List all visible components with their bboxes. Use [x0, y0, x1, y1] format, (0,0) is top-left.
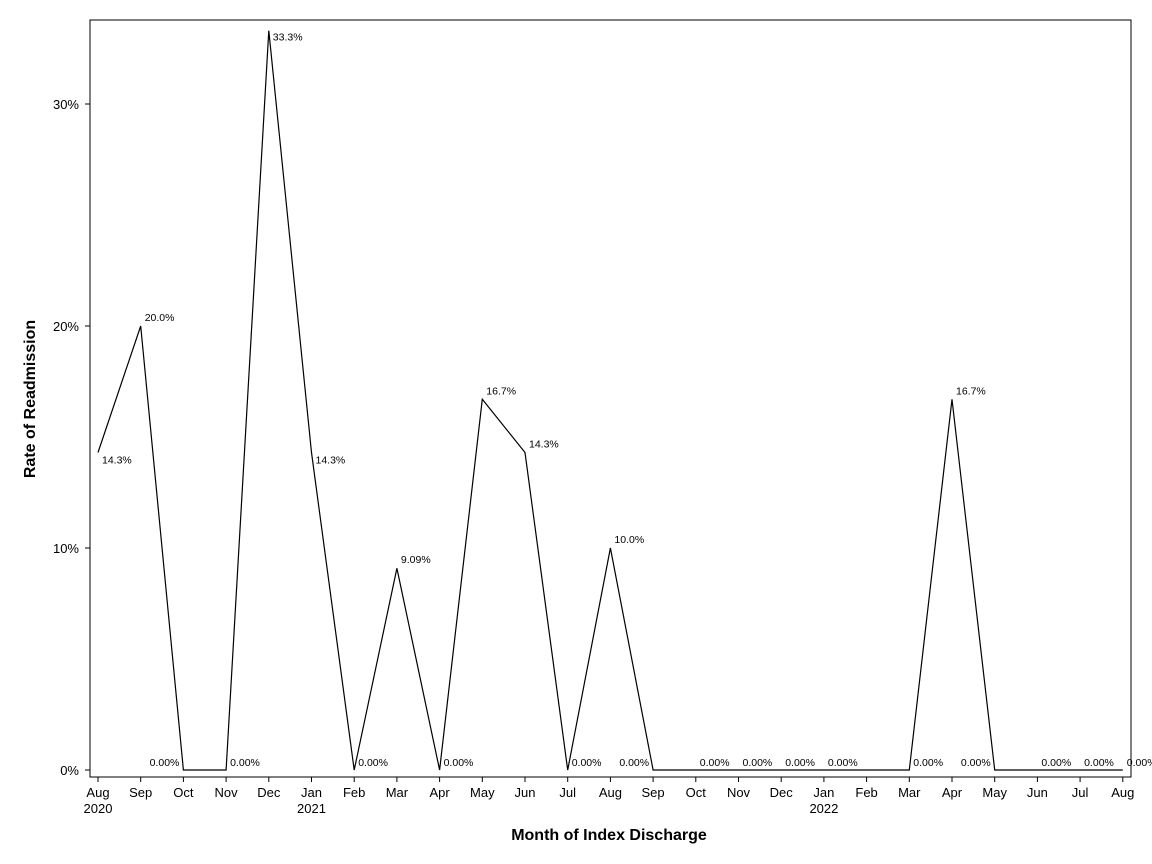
- y-tick-label: 10%: [53, 541, 79, 556]
- data-label: 0.00%: [572, 757, 602, 769]
- x-tick-label: Mar: [898, 785, 921, 800]
- data-label: 0.00%: [828, 757, 858, 769]
- x-tick-year-label: 2020: [84, 801, 113, 816]
- data-label: 0.00%: [358, 757, 388, 769]
- data-label: 0.00%: [785, 757, 815, 769]
- data-labels: 14.3% 20.0% 0.00% 0.00% 33.3% 14.3% 0.00% 9.09%…: [102, 32, 1152, 769]
- data-label: 14.3%: [529, 439, 559, 451]
- data-label: 14.3%: [102, 455, 132, 467]
- x-tick-label: Jul: [1072, 785, 1089, 800]
- x-tick-label: Feb: [343, 785, 365, 800]
- x-tick-label: May: [470, 785, 495, 800]
- x-tick-label: Jun: [515, 785, 536, 800]
- x-tick-label: Sep: [129, 785, 152, 800]
- x-tick-label: Oct: [686, 785, 707, 800]
- x-tick-label: Aug: [86, 785, 109, 800]
- data-label: 0.00%: [1127, 757, 1152, 769]
- x-axis-title: Month of Index Discharge: [511, 827, 707, 844]
- data-label: 0.00%: [230, 757, 260, 769]
- x-tick-label: Aug: [599, 785, 622, 800]
- data-label: 0.00%: [619, 757, 649, 769]
- data-label: 0.00%: [444, 757, 474, 769]
- y-axis: 0% 10% 20% 30%: [53, 97, 90, 778]
- x-tick-label: Jul: [559, 785, 576, 800]
- x-tick-label: Aug: [1111, 785, 1134, 800]
- data-label: 16.7%: [956, 385, 986, 397]
- data-label: 33.3%: [273, 32, 303, 44]
- x-tick-label: Sep: [642, 785, 665, 800]
- series-line: [97, 30, 1123, 771]
- x-tick-label: Mar: [386, 785, 409, 800]
- x-tick-label: Nov: [727, 785, 751, 800]
- x-tick-label: Dec: [257, 785, 281, 800]
- x-tick-label: Nov: [215, 785, 239, 800]
- x-tick-label: Jan: [813, 785, 834, 800]
- x-tick-label: Jan: [301, 785, 322, 800]
- x-tick-label: Jun: [1027, 785, 1048, 800]
- data-label: 0.00%: [743, 757, 773, 769]
- plot-frame: [89, 19, 1132, 778]
- x-tick-year-label: 2022: [809, 801, 838, 816]
- data-label: 16.7%: [486, 385, 516, 397]
- y-tick-label: 20%: [53, 319, 79, 334]
- y-tick-label: 0%: [60, 763, 79, 778]
- x-tick-label: Apr: [942, 785, 963, 800]
- x-tick-label: Dec: [770, 785, 794, 800]
- y-axis-title: Rate of Readmission: [22, 320, 39, 478]
- data-label: 0.00%: [1084, 757, 1114, 769]
- data-label: 10.0%: [614, 534, 644, 546]
- data-label: 0.00%: [700, 757, 730, 769]
- data-label: 9.09%: [401, 554, 431, 566]
- data-label: 0.00%: [913, 757, 943, 769]
- y-tick-label: 30%: [53, 97, 79, 112]
- data-label: 0.00%: [150, 757, 180, 769]
- series-readmission-rate: [97, 30, 1123, 771]
- x-tick-label: May: [982, 785, 1007, 800]
- x-tick-label: Apr: [429, 785, 450, 800]
- x-tick-year-label: 2021: [297, 801, 326, 816]
- x-tick-label: Feb: [855, 785, 877, 800]
- data-label: 14.3%: [316, 455, 346, 467]
- data-label: 0.00%: [961, 757, 991, 769]
- x-tick-label: Oct: [173, 785, 194, 800]
- data-label: 0.00%: [1041, 757, 1071, 769]
- data-label: 20.0%: [145, 312, 175, 324]
